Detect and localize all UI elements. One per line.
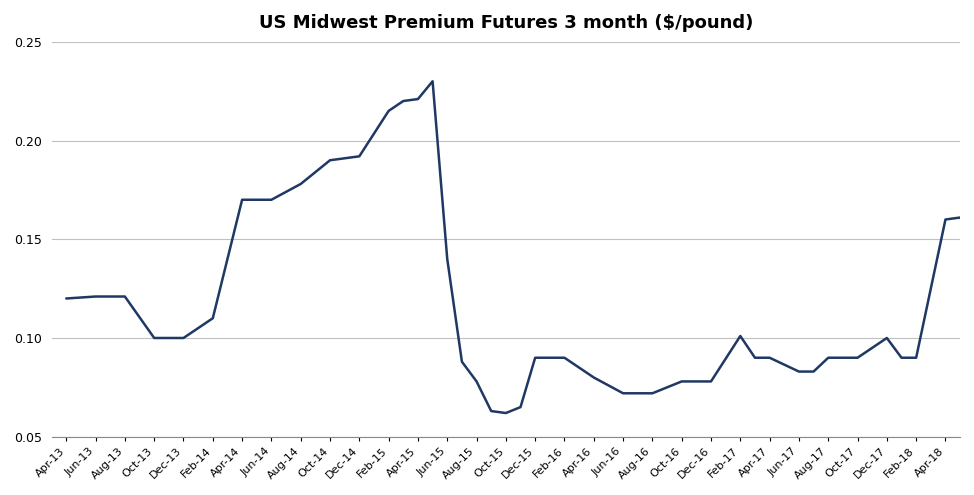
Title: US Midwest Premium Futures 3 month ($/pound): US Midwest Premium Futures 3 month ($/po… <box>259 14 753 32</box>
